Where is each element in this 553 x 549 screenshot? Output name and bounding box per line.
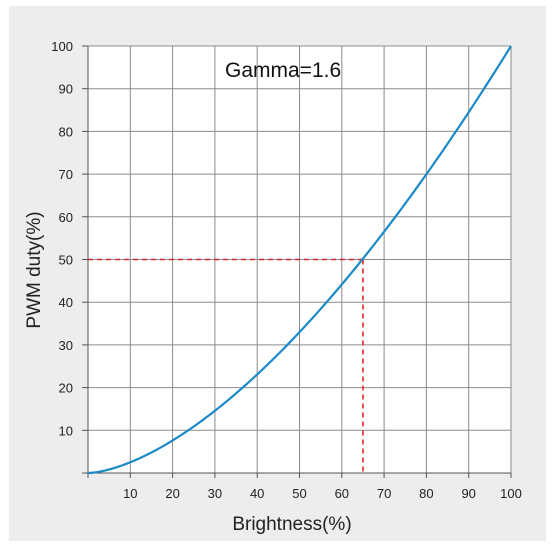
y-tick-label: 70 — [59, 167, 73, 182]
y-tick-label: 90 — [59, 82, 73, 97]
x-tick-label: 70 — [377, 486, 391, 501]
x-tick-label: 90 — [461, 486, 475, 501]
x-tick-label: 20 — [165, 486, 179, 501]
gamma-annotation: Gamma=1.6 — [225, 59, 341, 82]
y-tick-label: 10 — [59, 423, 73, 438]
x-tick-label: 100 — [500, 486, 522, 501]
x-tick-label: 10 — [123, 486, 137, 501]
y-tick-label: 30 — [59, 338, 73, 353]
y-tick-label: 80 — [59, 124, 73, 139]
y-axis-title: PWM duty(%) — [24, 211, 45, 328]
y-tick-label: 40 — [59, 295, 73, 310]
x-tick-label: 30 — [208, 486, 222, 501]
reference-lines — [88, 258, 364, 473]
y-tick-label: 60 — [59, 210, 73, 225]
x-tick-label: 50 — [292, 486, 306, 501]
grid — [82, 45, 512, 478]
series-layer — [87, 45, 512, 475]
gamma-curve — [87, 45, 512, 475]
x-tick-label: 80 — [419, 486, 433, 501]
y-tick-label: 20 — [59, 381, 73, 396]
y-tick-label: 100 — [51, 39, 73, 54]
x-tick-label: 60 — [335, 486, 349, 501]
tick-labels: 10 20 30 40 50 60 70 80 90 100 10 20 30 40 50 60 70 80 90 1… — [51, 39, 522, 501]
x-axis-title: Brightness(%) — [232, 514, 351, 535]
y-tick-label: 50 — [59, 253, 73, 268]
x-tick-label: 40 — [250, 486, 264, 501]
